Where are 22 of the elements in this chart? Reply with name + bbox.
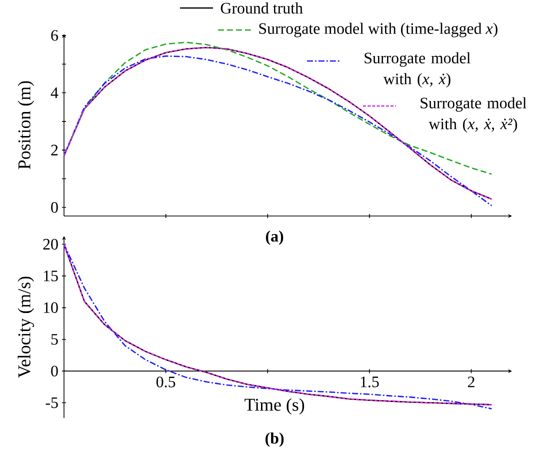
y-tick-label: 0: [51, 366, 58, 376]
y-tick-label: 15: [44, 270, 58, 282]
y-tick-label: 2: [51, 144, 58, 156]
annotation: (a): [266, 230, 284, 245]
y-tick-label: 5: [51, 334, 58, 345]
y-tick-label: 6: [51, 30, 58, 41]
y-tick-label: -5: [46, 397, 58, 408]
text: (b): [266, 432, 284, 447]
legend-label: Ground truth: [220, 2, 303, 14]
legend-label: Surrogate model with (time-lagged x): [259, 22, 498, 38]
y-tick-label: 20: [43, 238, 58, 250]
y-tick-label: 4: [50, 88, 58, 98]
x-tick-label: 0.5: [156, 376, 176, 388]
x-axis-title: Time (s): [244, 398, 304, 414]
legend-label: Surrogate model with (x, ẋ): [364, 52, 470, 88]
y-axis-title: Position (m): [18, 81, 34, 170]
y-tick-label: 0: [51, 202, 58, 213]
y-tick-label: 10: [44, 302, 58, 314]
x-tick-label: 2: [468, 376, 474, 388]
y-axis-title: Velocity (m/s): [18, 276, 34, 378]
legend-label: Surrogate model with (x, ẋ, ẋ²): [420, 97, 526, 133]
x-tick-label: 1.5: [360, 376, 379, 388]
